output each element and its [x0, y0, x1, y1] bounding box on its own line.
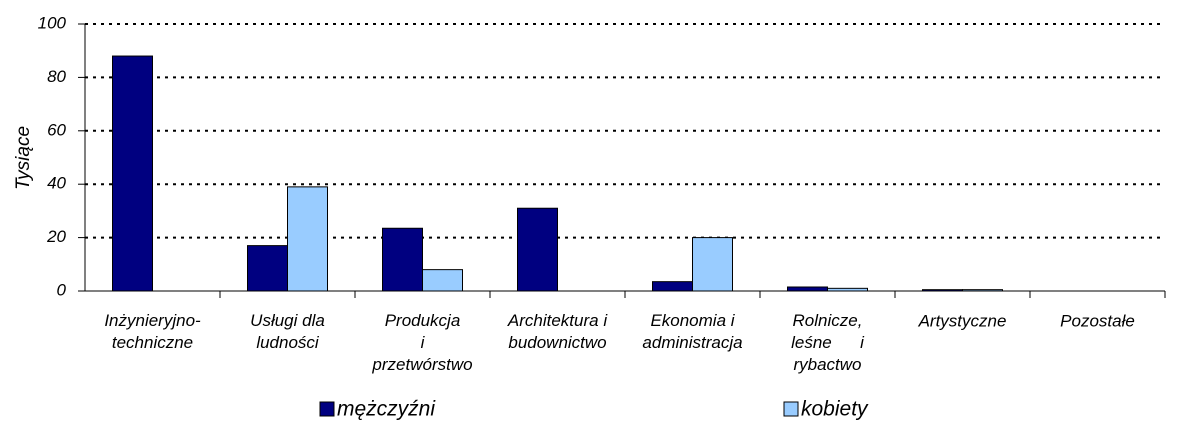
bar	[787, 286, 828, 292]
bar	[382, 227, 423, 292]
legend-label: mężczyźni	[337, 398, 436, 421]
x-tick-label: Inżynieryjno-techniczne	[104, 311, 201, 352]
legend-swatch	[319, 401, 335, 417]
y-tick-label: 100	[38, 13, 67, 32]
y-tick-label: 80	[47, 67, 66, 86]
y-tick-label: 60	[47, 120, 66, 139]
bar	[287, 186, 328, 292]
bar	[112, 55, 153, 292]
x-tick-label: Usługi dla ludności	[250, 311, 325, 352]
x-tick-label: Artystyczne	[918, 311, 1007, 330]
x-tick-label: Pozostałe	[1060, 311, 1135, 330]
bar	[692, 237, 733, 292]
bar	[422, 269, 463, 292]
y-axis-label: Tysiące	[13, 126, 34, 190]
x-tick-label: Produkcja i przetwórstwo	[371, 311, 472, 374]
x-tick-label: Rolnicze, leśne i rybactwo	[791, 311, 865, 374]
bar	[517, 207, 558, 292]
bar	[652, 281, 693, 292]
legend-label: kobiety	[801, 398, 869, 421]
legend-swatch	[783, 401, 799, 417]
y-tick-label: 40	[47, 174, 66, 193]
x-tick-label: Ekonomia i administracja	[642, 311, 742, 352]
y-tick-label: 20	[46, 227, 66, 246]
x-tick-label: Architektura i budownictwo	[507, 311, 608, 352]
y-tick-label: 0	[57, 280, 67, 299]
bar	[247, 245, 288, 292]
